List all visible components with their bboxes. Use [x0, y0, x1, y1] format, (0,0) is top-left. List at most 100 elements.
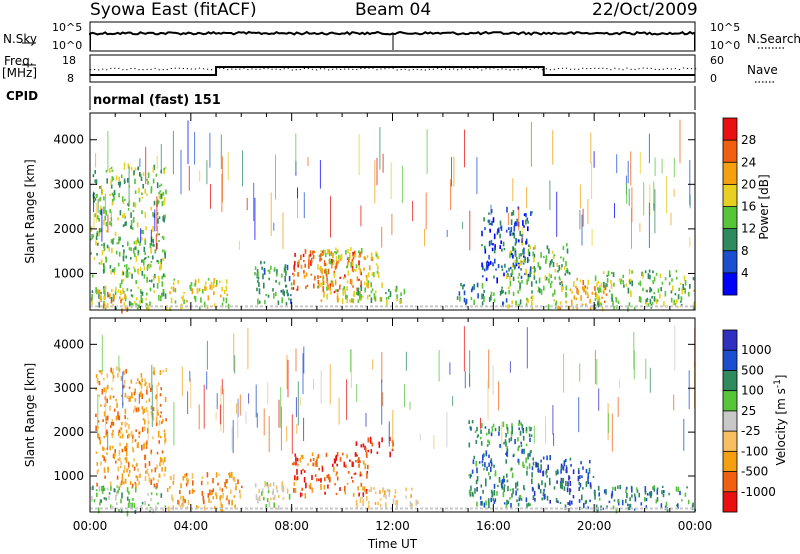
velocity-cell [518, 419, 521, 424]
velocity-cell [587, 481, 590, 484]
power-cell [137, 239, 140, 244]
velocity-cell [124, 421, 127, 428]
power-cell [499, 290, 502, 296]
power-cell [322, 276, 325, 280]
velocity-cell [518, 497, 521, 502]
velocity-cell [646, 493, 649, 496]
power-cell [483, 289, 485, 293]
velocity-cell [519, 495, 521, 499]
velocity-streak [545, 416, 546, 444]
velocity-colorbar-swatch [723, 410, 737, 432]
power-streak [297, 188, 298, 199]
xtick-label: 08:00 [274, 519, 309, 533]
power-cell [111, 176, 114, 182]
velocity-cell [392, 498, 395, 505]
velocity-cell [145, 400, 148, 403]
velocity-colorbar-swatch [723, 350, 737, 371]
velocity-cell [157, 382, 160, 386]
power-cell [570, 299, 573, 306]
power-cell [118, 239, 120, 245]
velocity-streak [232, 420, 234, 454]
power-cell [103, 286, 105, 289]
velocity-cell [106, 384, 109, 390]
power-ytick-label: 4000 [53, 133, 84, 147]
power-cell [303, 259, 305, 263]
velocity-cell [488, 472, 490, 476]
power-cell [684, 288, 686, 294]
power-cell [262, 273, 264, 280]
velocity-cell [115, 491, 118, 497]
velocity-cell [102, 419, 104, 422]
velocity-cell [159, 370, 162, 375]
power-cell [515, 261, 517, 264]
velocity-cell [560, 466, 563, 471]
power-cell [300, 254, 302, 260]
power-cell [119, 181, 122, 186]
velocity-cell [661, 490, 663, 495]
power-cell [186, 299, 188, 303]
velocity-cell [102, 455, 104, 458]
power-cell [225, 279, 228, 284]
power-streak [530, 121, 532, 167]
velocity-cell [145, 470, 147, 474]
velocity-cell [304, 493, 307, 499]
velocity-cell [370, 486, 372, 493]
power-cell [359, 297, 362, 301]
velocity-cell [272, 496, 275, 501]
velocity-cell [474, 488, 476, 494]
velocity-cell [140, 373, 143, 378]
power-cell [548, 278, 550, 284]
power-cell [507, 273, 509, 278]
power-cell [122, 224, 125, 227]
power-cell [370, 258, 373, 261]
power-cell [272, 288, 274, 292]
velocity-cell [105, 432, 107, 437]
power-cell [305, 272, 308, 277]
velocity-cell [526, 503, 528, 508]
velocity-cell [320, 484, 322, 490]
power-cell [98, 198, 101, 203]
velocity-cell [358, 492, 360, 497]
power-streak [273, 222, 275, 231]
velocity-cell [101, 389, 104, 395]
velocity-cell [468, 420, 470, 424]
velocity-cell [172, 505, 174, 511]
velocity-cell [157, 409, 159, 415]
velocity-cell [518, 427, 520, 431]
velocity-streak [350, 348, 352, 389]
velocity-cell [258, 495, 261, 501]
velocity-cell [382, 487, 385, 491]
velocity-cell [557, 470, 559, 475]
power-cell [352, 298, 355, 304]
power-cell [533, 253, 536, 258]
power-cell [93, 198, 95, 201]
velocity-cell [677, 486, 680, 492]
velocity-streak [247, 328, 249, 370]
velocity-cell [207, 481, 209, 485]
power-cell [303, 269, 305, 274]
power-cell [521, 234, 523, 237]
power-cell [655, 298, 658, 305]
velocity-cell [163, 429, 166, 433]
velocity-cell [238, 489, 241, 494]
power-cell [286, 292, 289, 297]
power-cell [160, 193, 163, 199]
velocity-cell [493, 489, 496, 496]
power-cell [319, 267, 321, 271]
power-cell [346, 297, 348, 303]
power-cell [130, 257, 132, 260]
power-cell [601, 296, 603, 300]
power-cell [403, 288, 406, 295]
velocity-cell [564, 504, 567, 510]
power-cell [304, 263, 306, 268]
power-streak [464, 129, 465, 168]
velocity-streak [356, 384, 358, 402]
power-colorbar-swatch [723, 206, 737, 229]
velocity-cell [150, 411, 153, 415]
velocity-cell [530, 434, 533, 437]
velocity-cell [583, 502, 585, 509]
power-cell [657, 288, 660, 293]
velocity-cell [572, 495, 575, 499]
power-cell [183, 292, 185, 295]
velocity-cell [141, 501, 144, 505]
